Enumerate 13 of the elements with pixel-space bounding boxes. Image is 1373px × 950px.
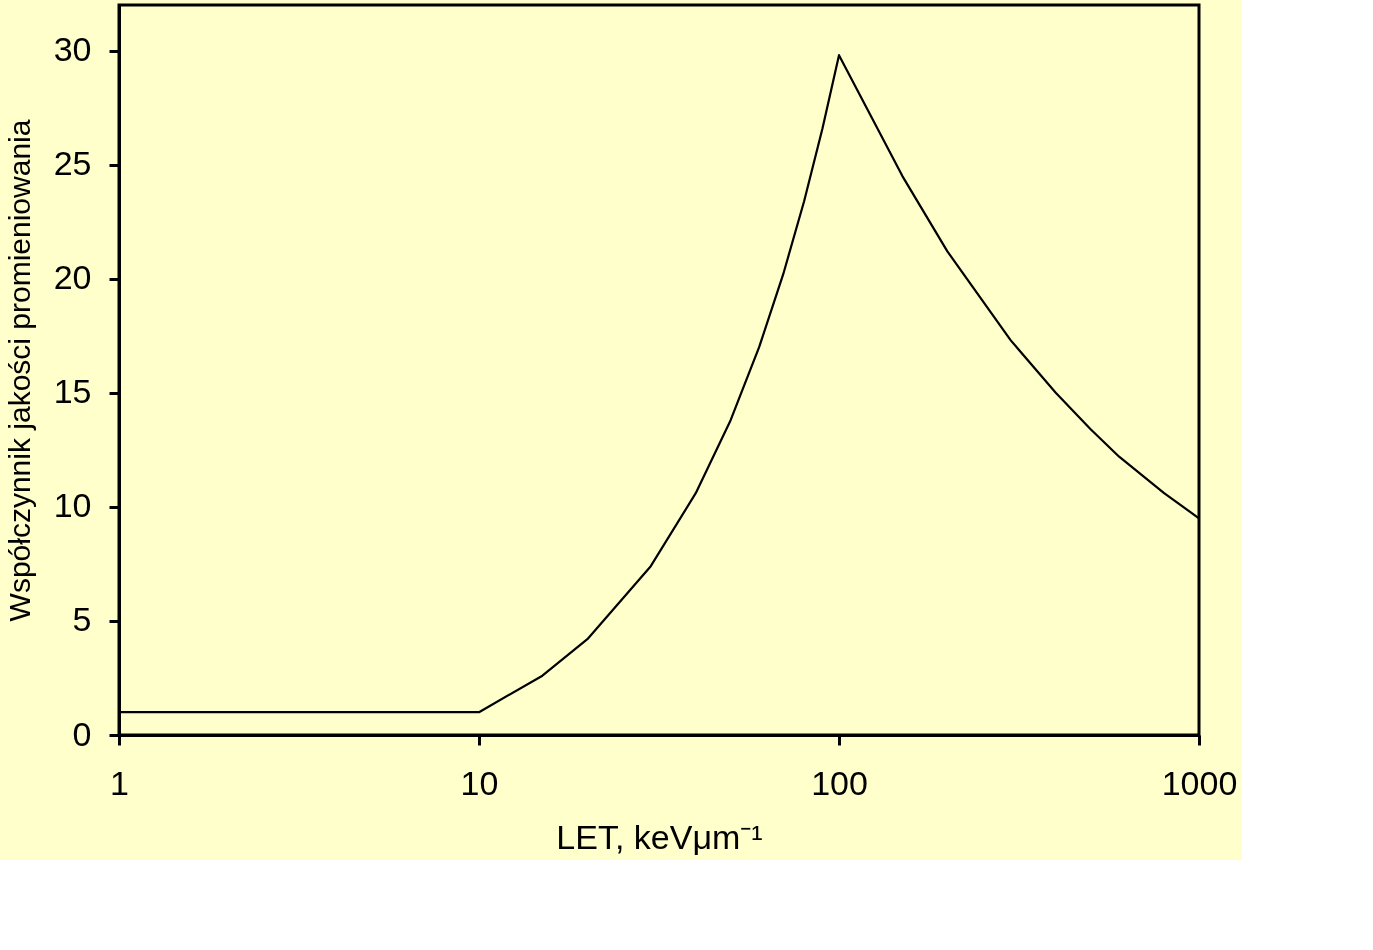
y-axis-title: Współczynnik jakości promieniowania	[2, 119, 36, 622]
y-tick-label: 0	[72, 714, 92, 753]
y-tick-label: 20	[53, 258, 92, 297]
x-axis-title: LET, keVμm⁻¹	[556, 817, 763, 856]
y-tick-label: 15	[53, 372, 92, 411]
y-tick-label: 25	[53, 144, 92, 183]
x-tick-label: 1000	[1161, 763, 1238, 802]
y-tick-label: 5	[72, 600, 92, 639]
x-tick-label: 1	[110, 763, 129, 802]
y-tick-label: 30	[53, 30, 92, 69]
x-tick-label: 10	[460, 763, 499, 802]
y-tick-label: 10	[53, 486, 92, 525]
x-tick-label: 100	[811, 763, 868, 802]
